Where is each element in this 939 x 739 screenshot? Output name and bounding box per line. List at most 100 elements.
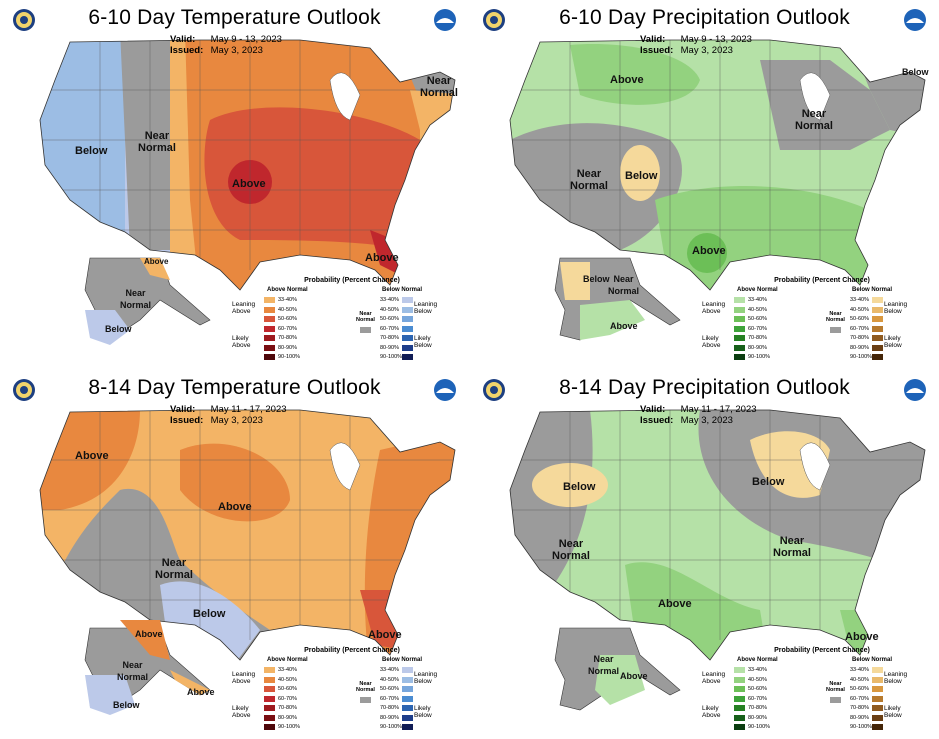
probability-legend: Probability (Percent Chance) Above Norma… <box>702 647 922 735</box>
legend-swatch <box>872 667 883 673</box>
valid-issued: Valid: May 11 - 17, 2023 Issued: May 3, … <box>170 404 287 426</box>
legend-swatch <box>264 667 275 673</box>
legend-bin-label: 33-40% <box>850 667 869 673</box>
panel-title: 8-14 Day Precipitation Outlook <box>559 376 850 399</box>
probability-legend: Probability (Percent Chance) Above Norma… <box>232 647 452 735</box>
doc-seal-icon <box>13 9 35 31</box>
legend-bin-label: 50-60% <box>748 686 767 692</box>
map-label-above: Above <box>845 631 879 643</box>
legend-left-header: Above Normal <box>267 657 308 663</box>
legend-side-label: Leaning Below <box>884 671 908 685</box>
legend-bin-label: 33-40% <box>380 667 399 673</box>
legend-near-normal-swatch <box>360 697 371 703</box>
map-label-above: Above <box>75 450 109 462</box>
panel-8-14-precipitation: 8-14 Day Precipitation Outlook Valid: Ma… <box>470 370 939 739</box>
issued-value: May 3, 2023 <box>210 415 263 426</box>
panel-6-10-precipitation: 6-10 Day Precipitation Outlook Valid: Ma… <box>470 0 939 369</box>
map-label-above: Above <box>144 257 169 266</box>
legend-swatch <box>734 306 745 313</box>
map-label-near-normal: Near Normal <box>773 535 811 559</box>
issued-value: May 3, 2023 <box>680 415 733 426</box>
legend-side-label: Leaning Above <box>232 671 256 685</box>
legend-swatch <box>402 325 413 332</box>
map-label-near-normal: Near Normal <box>117 660 149 682</box>
legend-swatch <box>402 714 413 721</box>
legend-swatch <box>872 724 883 730</box>
doc-seal-icon <box>13 379 35 401</box>
legend-swatch <box>734 667 745 673</box>
probability-legend: Probability (Percent Chance) Above Norma… <box>702 277 922 365</box>
map-label-above: Above <box>365 252 399 264</box>
legend-right-header: Below Normal <box>382 657 423 663</box>
legend-left-header: Above Normal <box>737 657 778 663</box>
legend-swatch <box>264 724 275 730</box>
panel-title: 8-14 Day Temperature Outlook <box>88 376 381 399</box>
legend-side-label: Likely Above <box>232 335 251 349</box>
map-label-near-normal: Near Normal <box>570 168 608 192</box>
map-label-near-normal: Near Normal <box>588 654 620 676</box>
legend-bin-label: 33-40% <box>380 297 399 303</box>
legend-swatch <box>402 316 413 322</box>
legend-bin-label: 40-50% <box>278 306 297 313</box>
legend-bin-label: 80-90% <box>850 714 869 721</box>
map-label-below: Below <box>75 145 108 157</box>
legend-swatch <box>402 297 413 303</box>
legend-bin-label: 60-70% <box>850 325 869 332</box>
legend-swatch <box>734 316 745 322</box>
legend-bin-label: 60-70% <box>380 695 399 702</box>
panel-title: 6-10 Day Temperature Outlook <box>88 6 381 29</box>
map-label-near-normal: Near Normal <box>120 288 152 310</box>
issued-value: May 3, 2023 <box>680 45 733 56</box>
legend-bin-label: 33-40% <box>748 667 767 673</box>
legend-bin-label: 40-50% <box>380 676 399 683</box>
legend-swatch <box>734 325 745 332</box>
map-label-above: Above <box>368 629 402 641</box>
legend-swatch <box>264 306 275 313</box>
legend-title: Probability (Percent Chance) <box>304 277 400 284</box>
legend-bin-label: 90-100% <box>278 354 301 360</box>
legend-swatch <box>402 335 413 341</box>
legend-bin-label: 80-90% <box>748 344 767 351</box>
panel-8-14-temperature: 8-14 Day Temperature Outlook Valid: May … <box>0 370 469 739</box>
legend-bin-label: 50-60% <box>850 686 869 692</box>
legend-bin-label: 40-50% <box>850 306 869 313</box>
legend-near-normal-label: Near Normal <box>356 311 375 323</box>
legend-bin-label: 70-80% <box>748 335 767 341</box>
legend-swatch <box>872 714 883 721</box>
legend-swatch <box>264 686 275 692</box>
map-label-below: Below <box>563 481 596 493</box>
map-label-near-normal: Near Normal <box>552 538 590 562</box>
legend-side-label: Leaning Above <box>702 671 726 685</box>
legend-swatch <box>402 676 413 683</box>
legend-bin-label: 90-100% <box>278 724 301 730</box>
legend-bin-label: 33-40% <box>278 667 297 673</box>
legend-swatch <box>264 297 275 303</box>
legend-swatch <box>734 297 745 303</box>
noaa-logo-icon <box>904 379 926 401</box>
precipitation-map <box>509 409 926 711</box>
legend-swatch <box>872 316 883 322</box>
legend-left-header: Above Normal <box>737 287 778 293</box>
noaa-logo-icon <box>434 9 456 31</box>
legend-bin-label: 50-60% <box>278 686 297 692</box>
legend-near-normal-swatch <box>830 327 841 333</box>
map-label-above: Above <box>187 687 215 697</box>
map-label-near-normal: Near Normal <box>138 130 176 154</box>
valid-value: May 11 - 17, 2023 <box>680 404 757 415</box>
legend-swatch <box>402 724 413 730</box>
legend-swatch <box>872 306 883 313</box>
legend-bin-label: 80-90% <box>748 714 767 721</box>
map-label-above: Above <box>135 629 163 639</box>
temperature-map <box>39 39 456 345</box>
legend-bin-label: 50-60% <box>380 316 399 322</box>
noaa-logo-icon <box>904 9 926 31</box>
valid-issued: Valid: May 9 - 13, 2023 Issued: May 3, 2… <box>170 34 282 56</box>
map-label-above: Above <box>218 501 252 513</box>
legend-swatch <box>264 335 275 341</box>
legend-bin-label: 40-50% <box>748 306 767 313</box>
map-label-below: Below <box>193 608 226 620</box>
legend-bin-label: 70-80% <box>850 705 869 711</box>
map-label-below: Below <box>752 476 785 488</box>
legend-swatch <box>402 667 413 673</box>
valid-value: May 11 - 17, 2023 <box>210 404 287 415</box>
